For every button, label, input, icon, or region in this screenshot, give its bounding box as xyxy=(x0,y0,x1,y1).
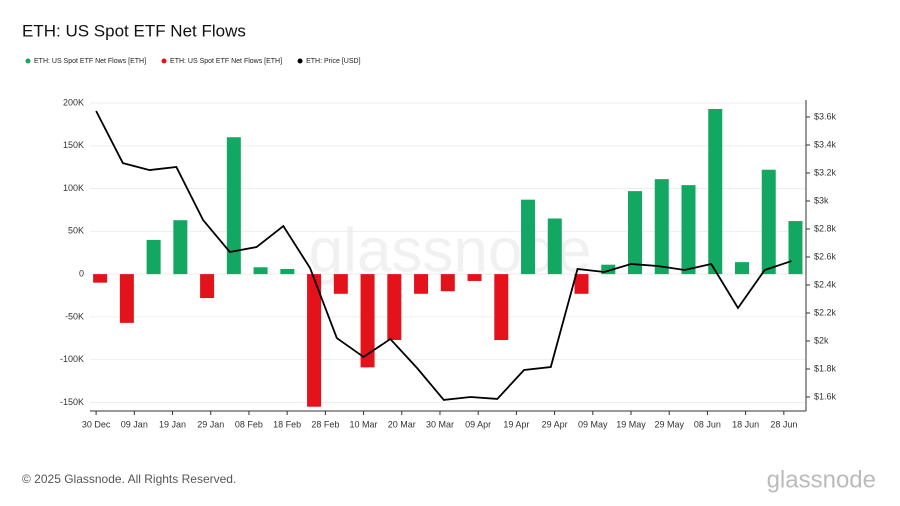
x-tick-label: 20 Mar xyxy=(388,419,416,429)
y-tick-label: -50K xyxy=(65,311,84,321)
y2-tick-label: $2.4k xyxy=(814,279,837,289)
x-tick-label: 28 Feb xyxy=(311,419,339,429)
bar xyxy=(547,218,562,275)
legend-marker xyxy=(297,58,303,64)
y-tick-label: 50K xyxy=(68,226,84,236)
y2-tick-label: $2.6k xyxy=(814,251,837,261)
bar xyxy=(681,185,696,275)
bar xyxy=(307,274,322,407)
bar xyxy=(654,179,669,275)
y2-tick-label: $3.4k xyxy=(814,139,837,149)
y2-tick-label: $3k xyxy=(814,195,829,205)
y2-tick-label: $3.2k xyxy=(814,167,837,177)
bar xyxy=(761,169,776,275)
x-tick-label: 28 Jun xyxy=(770,419,797,429)
y-tick-label: 0 xyxy=(79,268,84,278)
y2-tick-label: $3.6k xyxy=(814,111,837,121)
x-tick-label: 19 Jan xyxy=(159,419,186,429)
bar xyxy=(628,191,643,275)
x-tick-label: 29 May xyxy=(654,419,684,429)
y-tick-label: 150K xyxy=(63,140,84,150)
y-tick-label: 200K xyxy=(63,97,84,107)
bar xyxy=(119,274,134,323)
x-tick-label: 29 Apr xyxy=(542,419,568,429)
bar xyxy=(414,274,429,294)
y-tick-label: 100K xyxy=(63,183,84,193)
x-tick-label: 29 Jan xyxy=(197,419,224,429)
x-tick-label: 30 Mar xyxy=(426,419,454,429)
y2-tick-label: $2.2k xyxy=(814,307,837,317)
bar xyxy=(574,274,589,294)
x-tick-label: 19 May xyxy=(616,419,646,429)
bar xyxy=(521,199,536,275)
bar xyxy=(200,274,215,299)
bar xyxy=(467,274,482,281)
bar xyxy=(734,262,749,275)
x-tick-label: 30 Dec xyxy=(82,419,111,429)
legend-label: ETH: Price [USD] xyxy=(306,58,361,65)
bar xyxy=(360,274,375,368)
x-tick-label: 09 May xyxy=(578,419,608,429)
x-tick-label: 08 Feb xyxy=(235,419,263,429)
y2-tick-label: $2.8k xyxy=(814,223,837,233)
x-tick-label: 19 Apr xyxy=(503,419,529,429)
y2-tick-label: $1.8k xyxy=(814,363,837,373)
logo: glassnode xyxy=(767,466,876,493)
bar xyxy=(601,264,616,275)
bar xyxy=(333,274,348,294)
x-tick-label: 09 Apr xyxy=(465,419,491,429)
y2-tick-label: $2k xyxy=(814,335,829,345)
bar xyxy=(93,274,108,283)
bar xyxy=(440,274,455,292)
bar xyxy=(226,137,241,275)
bar xyxy=(253,267,268,275)
legend-marker xyxy=(25,58,31,64)
x-tick-label: 18 Feb xyxy=(273,419,301,429)
legend-label: ETH: US Spot ETF Net Flows [ETH] xyxy=(170,58,282,65)
bar xyxy=(708,108,723,275)
x-tick-label: 08 Jun xyxy=(694,419,721,429)
bar xyxy=(494,274,509,340)
x-tick-label: 18 Jun xyxy=(732,419,759,429)
bar xyxy=(173,220,188,275)
x-tick-label: 10 Mar xyxy=(350,419,378,429)
price-line xyxy=(95,110,792,401)
chart-title: ETH: US Spot ETF Net Flows xyxy=(22,21,246,40)
bar xyxy=(387,274,402,340)
legend-marker xyxy=(161,58,167,64)
y2-tick-label: $1.6k xyxy=(814,391,837,401)
bar xyxy=(146,239,161,275)
x-tick-label: 09 Jan xyxy=(121,419,148,429)
legend-label: ETH: US Spot ETF Net Flows [ETH] xyxy=(34,58,146,65)
copyright: © 2025 Glassnode. All Rights Reserved. xyxy=(22,472,236,486)
bar xyxy=(280,268,295,275)
bar xyxy=(788,221,803,275)
y-tick-label: -100K xyxy=(60,354,84,364)
y-tick-label: -150K xyxy=(60,397,84,407)
